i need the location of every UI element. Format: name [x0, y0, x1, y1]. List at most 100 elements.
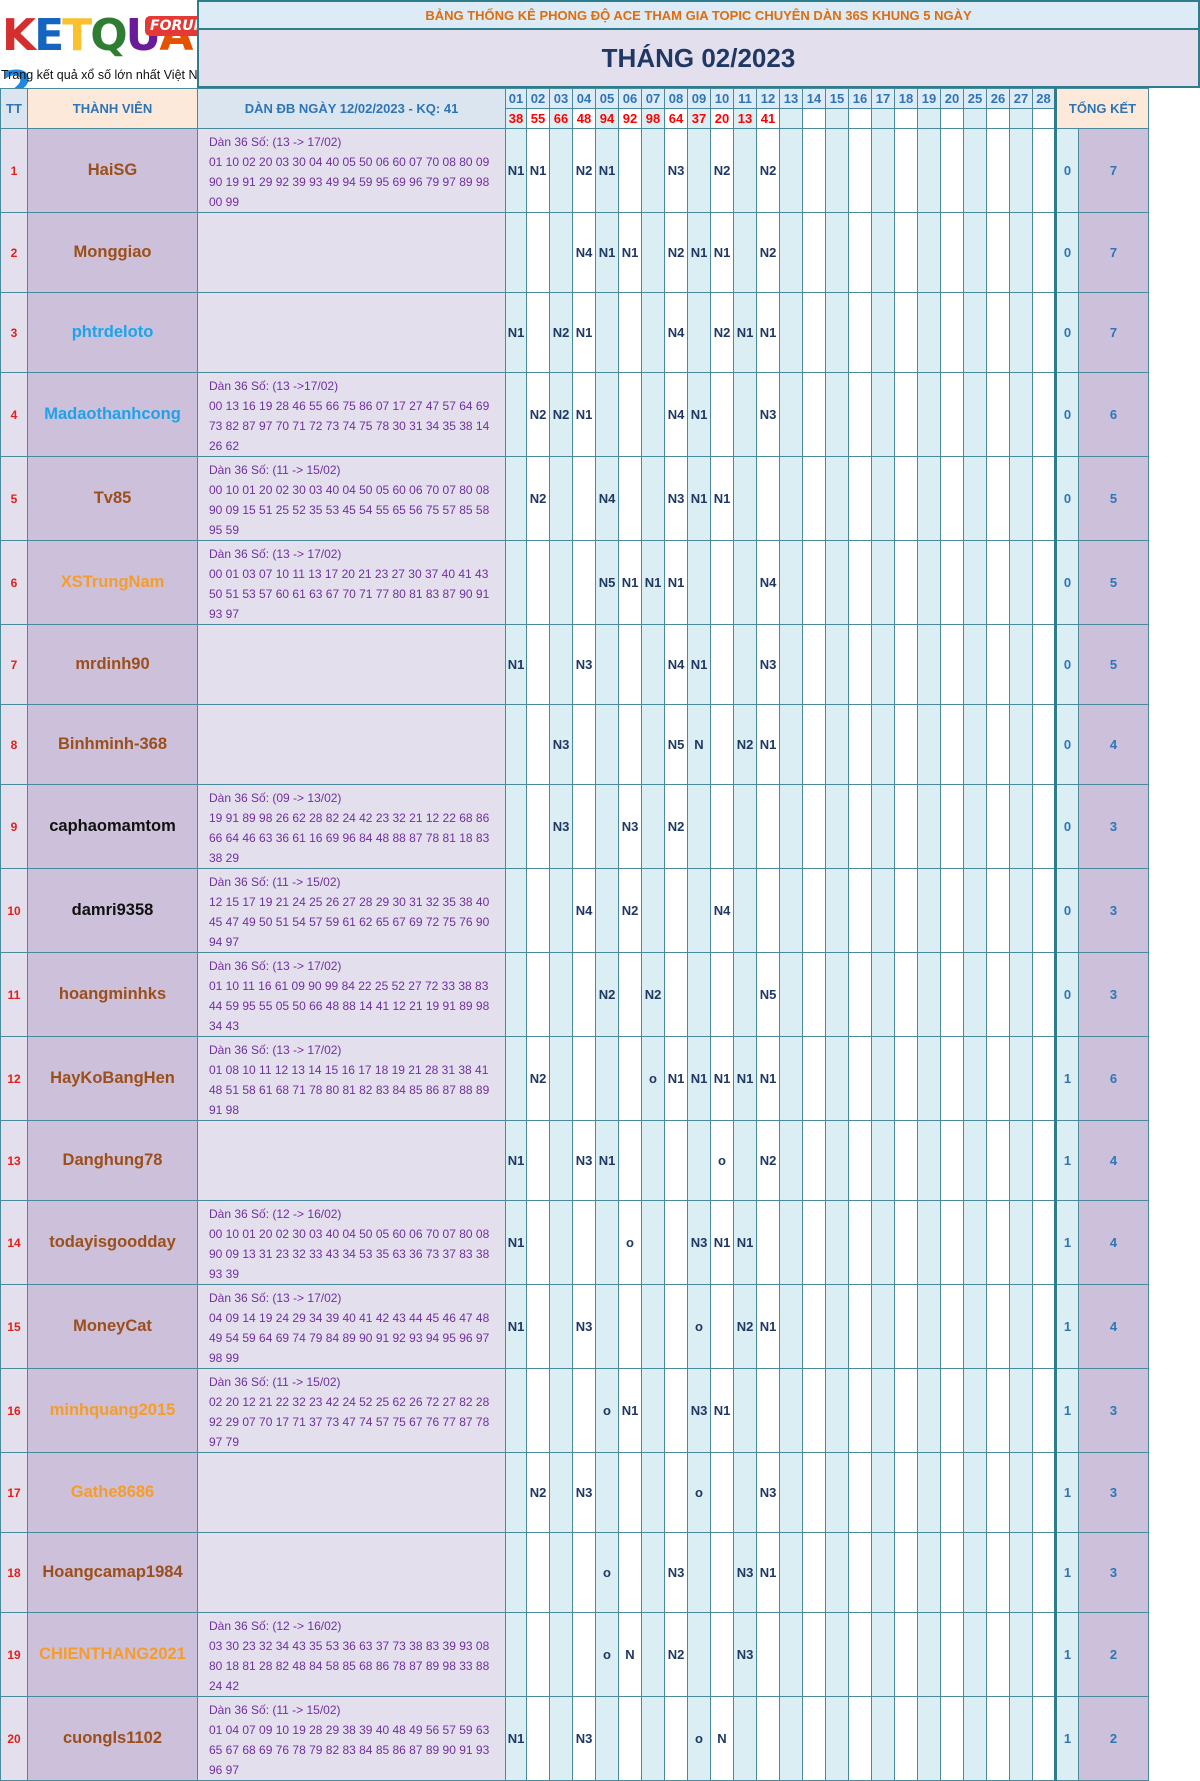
day-mark: N5 — [756, 952, 780, 1037]
day-mark — [848, 1036, 872, 1121]
logo-letter: E — [34, 10, 64, 61]
day-mark — [963, 1696, 987, 1781]
day-mark — [779, 1036, 803, 1121]
result-cell — [986, 108, 1010, 129]
win-count: 1 — [1054, 1284, 1079, 1369]
day-mark — [572, 1200, 596, 1285]
row-number: 1 — [0, 128, 28, 213]
day-mark — [710, 1612, 734, 1697]
day-mark — [963, 372, 987, 457]
table-row: 3 phtrdeloto N1 N2 N1 N4 N2 N1 N1 0 7 — [0, 292, 1150, 373]
day-mark — [825, 704, 849, 785]
dan-line: 04 09 14 19 24 29 34 39 40 41 42 43 44 4… — [209, 1311, 490, 1325]
dan-line: 00 99 — [209, 195, 240, 209]
result-cell: 98 — [641, 108, 665, 129]
day-mark — [1009, 540, 1033, 625]
member-name[interactable]: phtrdeloto — [27, 292, 198, 373]
day-mark — [710, 372, 734, 457]
day-mark — [664, 1368, 688, 1453]
day-mark — [871, 212, 895, 293]
dan-line: Dàn 36 Số: (12 -> 16/02) — [209, 1207, 342, 1221]
member-name[interactable]: minhquang2015 — [27, 1368, 198, 1453]
day-mark — [1032, 868, 1056, 953]
dan-line: Dàn 36 Số: (11 -> 15/02) — [209, 1703, 341, 1717]
member-name[interactable]: MoneyCat — [27, 1284, 198, 1369]
day-mark — [848, 1696, 872, 1781]
day-mark — [963, 624, 987, 705]
dan-line: 26 62 — [209, 439, 240, 453]
member-name[interactable]: todayisgoodday — [27, 1200, 198, 1285]
day-mark — [940, 1120, 964, 1201]
day-mark — [802, 292, 826, 373]
member-name[interactable]: caphaomamtom — [27, 784, 198, 869]
member-name[interactable]: damri9358 — [27, 868, 198, 953]
day-mark: N1 — [505, 1284, 527, 1369]
day-mark — [802, 1696, 826, 1781]
day-mark — [664, 1452, 688, 1533]
day-mark — [1032, 1696, 1056, 1781]
total-count: 3 — [1077, 1532, 1150, 1613]
day-mark — [825, 1532, 849, 1613]
day-mark — [894, 1452, 918, 1533]
day-mark — [618, 952, 642, 1037]
day-mark — [779, 128, 803, 213]
win-count: 0 — [1054, 292, 1079, 373]
day-mark — [917, 1612, 941, 1697]
dan-line: 02 20 12 21 22 32 23 42 24 52 25 62 26 7… — [209, 1395, 490, 1409]
member-name[interactable]: CHIENTHANG2021 — [27, 1612, 198, 1697]
day-mark — [1032, 1200, 1056, 1285]
day-mark — [1009, 624, 1033, 705]
member-name[interactable]: Gathe8686 — [27, 1452, 198, 1533]
day-mark — [733, 456, 757, 541]
day-mark — [641, 212, 665, 293]
member-name[interactable]: Hoangcamap1984 — [27, 1532, 198, 1613]
member-name[interactable]: HaiSG — [27, 128, 198, 213]
day-mark — [1009, 372, 1033, 457]
day-mark — [940, 128, 964, 213]
day-mark — [687, 128, 711, 213]
day-header: 15 — [825, 88, 849, 109]
day-mark — [871, 1532, 895, 1613]
day-mark — [618, 292, 642, 373]
day-mark — [894, 212, 918, 293]
day-mark — [848, 292, 872, 373]
member-name[interactable]: HayKoBangHen — [27, 1036, 198, 1121]
total-count: 7 — [1077, 292, 1150, 373]
table-row: 15 MoneyCat Dàn 36 Số: (13 -> 17/02) 04 09 … — [0, 1284, 1150, 1369]
day-mark: N1 — [756, 704, 780, 785]
result-cell — [802, 108, 826, 129]
day-mark — [618, 624, 642, 705]
ketqua-logo[interactable]: KETQUA2 FORUM Trang kết quả xổ số lớn nh… — [0, 0, 199, 88]
day-mark — [917, 868, 941, 953]
day-mark — [1032, 1368, 1056, 1453]
day-mark — [505, 372, 527, 457]
day-mark — [917, 212, 941, 293]
member-name[interactable]: XSTrungNam — [27, 540, 198, 625]
day-mark: N5 — [595, 540, 619, 625]
result-cell: 92 — [618, 108, 642, 129]
dan-line: 90 19 91 29 92 39 93 49 94 59 95 69 96 7… — [209, 175, 490, 189]
day-mark — [1009, 456, 1033, 541]
day-mark — [986, 128, 1010, 213]
member-name[interactable]: Monggiao — [27, 212, 198, 293]
day-header: 27 — [1009, 88, 1033, 109]
day-mark — [505, 1532, 527, 1613]
day-mark — [986, 784, 1010, 869]
win-count: 0 — [1054, 704, 1079, 785]
member-name[interactable]: Danghung78 — [27, 1120, 198, 1201]
member-name[interactable]: Binhminh-368 — [27, 704, 198, 785]
day-mark — [871, 1696, 895, 1781]
member-name[interactable]: Tv85 — [27, 456, 198, 541]
header-dan: DÀN ĐB NGÀY 12/02/2023 - KQ: 41 — [197, 88, 506, 129]
member-name[interactable]: hoangminhks — [27, 952, 198, 1037]
member-name[interactable]: mrdinh90 — [27, 624, 198, 705]
day-mark — [802, 1120, 826, 1201]
day-mark — [641, 372, 665, 457]
win-count: 1 — [1054, 1452, 1079, 1533]
win-count: 1 — [1054, 1368, 1079, 1453]
member-name[interactable]: cuongls1102 — [27, 1696, 198, 1781]
day-mark — [664, 1284, 688, 1369]
day-mark — [595, 868, 619, 953]
member-name[interactable]: Madaothanhcong — [27, 372, 198, 457]
day-header: 05 — [595, 88, 619, 109]
